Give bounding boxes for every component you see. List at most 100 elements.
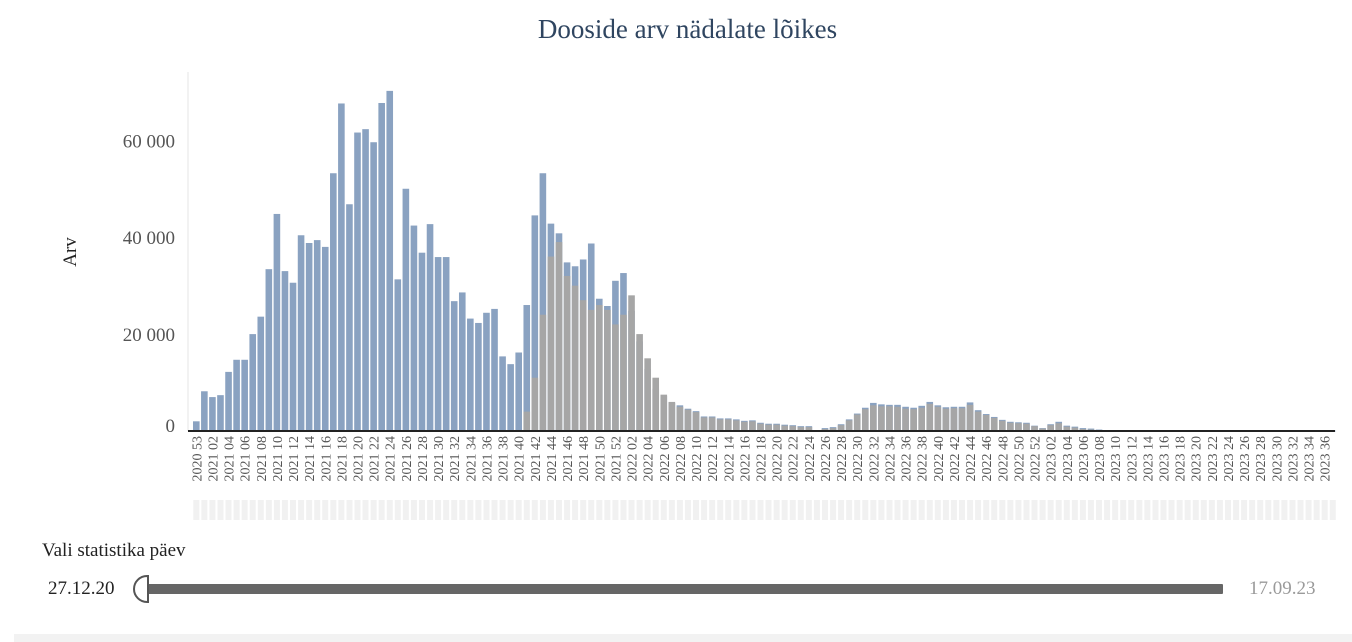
bar-series-1[interactable] <box>265 269 273 431</box>
bar-series-2[interactable] <box>958 408 966 431</box>
bar-series-1[interactable] <box>305 243 313 431</box>
bar-series-2[interactable] <box>990 417 998 431</box>
bar-series-1[interactable] <box>523 305 531 431</box>
bar-series-2[interactable] <box>1007 422 1014 431</box>
bar-series-1[interactable] <box>507 364 514 431</box>
bar-series-1[interactable] <box>330 173 337 432</box>
bar-series-2[interactable] <box>982 415 990 431</box>
bar-series-1[interactable] <box>483 312 490 431</box>
bar-series-2[interactable] <box>829 428 837 431</box>
bar-series-1[interactable] <box>402 188 410 431</box>
bar-series-2[interactable] <box>1063 426 1071 431</box>
bar-series-2[interactable] <box>547 256 555 431</box>
bar-series-2[interactable] <box>652 377 660 431</box>
bar-series-2[interactable] <box>781 425 788 431</box>
bar-series-1[interactable] <box>475 322 482 431</box>
bar-series-2[interactable] <box>724 419 732 431</box>
bar-series-2[interactable] <box>716 419 724 431</box>
bar-series-1[interactable] <box>338 103 345 431</box>
bar-series-2[interactable] <box>741 421 748 431</box>
bar-series-1[interactable] <box>209 397 216 431</box>
bar-series-2[interactable] <box>636 334 643 431</box>
bar-series-1[interactable] <box>281 271 289 431</box>
bar-series-2[interactable] <box>1055 423 1063 431</box>
bar-series-2[interactable] <box>539 314 547 431</box>
bar-series-1[interactable] <box>378 102 385 432</box>
bar-series-2[interactable] <box>587 309 595 431</box>
bar-series-1[interactable] <box>273 213 281 431</box>
bar-series-2[interactable] <box>684 409 692 431</box>
bar-series-2[interactable] <box>853 414 861 431</box>
bar-series-2[interactable] <box>692 412 700 431</box>
bar-series-2[interactable] <box>966 404 974 431</box>
bar-series-2[interactable] <box>757 423 764 431</box>
bar-series-2[interactable] <box>523 411 531 431</box>
bar-series-2[interactable] <box>886 406 893 431</box>
bar-series-2[interactable] <box>612 324 619 431</box>
bar-series-2[interactable] <box>596 305 603 431</box>
bar-series-2[interactable] <box>918 407 925 431</box>
bar-series-2[interactable] <box>604 309 611 431</box>
date-slider-handle[interactable] <box>133 575 149 603</box>
bar-series-1[interactable] <box>426 224 434 431</box>
bar-series-1[interactable] <box>394 279 402 431</box>
bar-series-2[interactable] <box>749 421 756 431</box>
bar-series-2[interactable] <box>950 408 958 431</box>
bar-series-1[interactable] <box>354 132 361 432</box>
bar-series-2[interactable] <box>942 408 950 431</box>
bar-series-2[interactable] <box>805 427 813 431</box>
bar-series-2[interactable] <box>1047 425 1054 431</box>
bar-series-2[interactable] <box>579 300 587 431</box>
bar-series-2[interactable] <box>934 406 942 431</box>
bar-series-1[interactable] <box>539 173 547 432</box>
bar-series-2[interactable] <box>628 295 635 431</box>
bar-series-2[interactable] <box>555 242 563 431</box>
bar-series-1[interactable] <box>249 334 257 431</box>
bar-series-1[interactable] <box>362 129 369 431</box>
bar-series-1[interactable] <box>193 421 200 431</box>
bar-series-2[interactable] <box>926 403 934 431</box>
date-slider-track[interactable] <box>147 584 1223 594</box>
bar-series-2[interactable] <box>894 406 901 431</box>
bar-series-2[interactable] <box>1023 423 1030 431</box>
bar-series-1[interactable] <box>297 235 305 431</box>
bar-series-1[interactable] <box>434 257 442 431</box>
bar-series-2[interactable] <box>837 425 845 431</box>
bar-series-1[interactable] <box>450 301 458 431</box>
bar-series-2[interactable] <box>974 411 982 431</box>
bar-series-2[interactable] <box>571 285 579 431</box>
bar-series-1[interactable] <box>467 318 474 431</box>
bar-series-1[interactable] <box>321 246 329 431</box>
bar-series-2[interactable] <box>773 424 780 431</box>
bar-series-1[interactable] <box>410 225 418 431</box>
bar-series-2[interactable] <box>1039 428 1046 431</box>
bar-series-2[interactable] <box>797 427 805 431</box>
bar-series-2[interactable] <box>733 420 740 431</box>
bar-series-1[interactable] <box>225 371 232 431</box>
bar-series-2[interactable] <box>789 426 797 431</box>
bar-series-1[interactable] <box>531 215 539 431</box>
bar-series-2[interactable] <box>870 405 877 431</box>
bar-series-2[interactable] <box>861 409 869 431</box>
bar-series-1[interactable] <box>458 292 466 431</box>
bar-series-2[interactable] <box>878 406 885 431</box>
bar-series-1[interactable] <box>442 257 450 431</box>
bar-series-2[interactable] <box>644 358 651 431</box>
bar-series-2[interactable] <box>531 377 539 431</box>
bar-series-1[interactable] <box>289 282 297 431</box>
bar-series-1[interactable] <box>201 391 208 431</box>
bar-series-1[interactable] <box>499 356 506 431</box>
bar-series-2[interactable] <box>700 417 708 431</box>
bar-series-1[interactable] <box>370 142 377 432</box>
bar-series-2[interactable] <box>845 420 853 431</box>
bar-series-2[interactable] <box>1071 427 1079 431</box>
bar-series-2[interactable] <box>1015 423 1022 431</box>
bar-series-1[interactable] <box>241 359 248 431</box>
bar-series-1[interactable] <box>257 316 265 431</box>
bar-series-2[interactable] <box>708 417 716 431</box>
bar-series-1[interactable] <box>313 240 321 431</box>
bar-series-2[interactable] <box>660 394 668 431</box>
bar-series-2[interactable] <box>910 409 917 431</box>
bar-series-2[interactable] <box>999 420 1006 431</box>
bar-series-2[interactable] <box>1031 426 1038 431</box>
